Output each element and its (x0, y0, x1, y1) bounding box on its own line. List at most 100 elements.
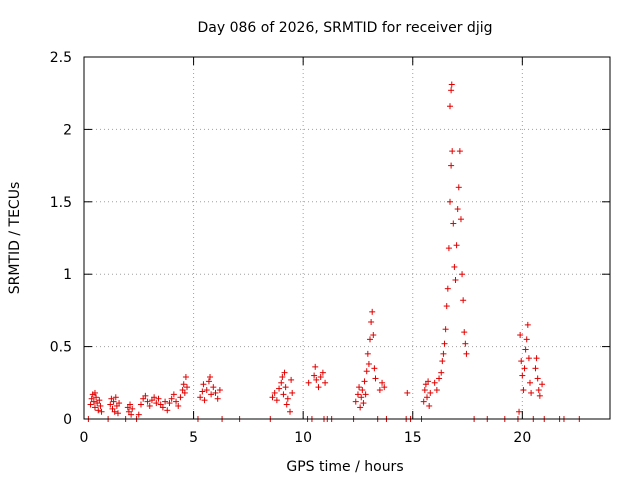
data-point (97, 402, 104, 409)
y-axis-label: SRMTID / TECUs (7, 182, 23, 295)
data-point (459, 271, 466, 278)
data-point (153, 400, 160, 407)
data-point (201, 397, 208, 404)
data-point (305, 379, 312, 386)
data-point (111, 408, 118, 415)
data-point (116, 400, 123, 407)
data-point (177, 394, 184, 401)
y-tick-label: 0 (63, 412, 72, 428)
data-point (448, 81, 455, 88)
data-point (208, 391, 215, 398)
data-point (361, 378, 368, 385)
data-point (449, 148, 456, 155)
data-point (359, 387, 366, 394)
data-point (533, 355, 540, 362)
data-point (443, 303, 450, 310)
data-point (358, 394, 365, 401)
data-point (151, 394, 158, 401)
data-point (527, 379, 534, 386)
data-point (455, 184, 462, 191)
data-point (535, 387, 542, 394)
data-point (442, 326, 449, 333)
data-point (368, 318, 375, 325)
data-point (536, 392, 543, 399)
data-point (517, 332, 524, 339)
data-point (354, 391, 361, 398)
data-point (381, 384, 388, 391)
data-point (137, 401, 144, 408)
data-point (427, 389, 434, 396)
data-point (162, 398, 169, 405)
y-tick-label: 2 (63, 122, 72, 138)
data-point (197, 394, 204, 401)
data-point (525, 355, 532, 362)
data-point (98, 408, 105, 415)
data-point (288, 376, 295, 383)
data-point (539, 381, 546, 388)
data-point (376, 387, 383, 394)
data-point (518, 358, 525, 365)
data-point (362, 391, 369, 398)
data-point (315, 384, 322, 391)
data-point (356, 384, 363, 391)
data-point (457, 216, 464, 223)
data-point (95, 407, 102, 414)
data-point (448, 162, 455, 169)
data-point (438, 369, 445, 376)
x-tick-label: 15 (404, 430, 422, 446)
data-point (175, 402, 182, 409)
data-point (91, 404, 98, 411)
data-point (279, 374, 286, 381)
data-point (431, 379, 438, 386)
chart-title: Day 086 of 2026, SRMTID for receiver dji… (198, 20, 493, 36)
data-point (365, 360, 372, 367)
data-point (451, 263, 458, 270)
data-point (357, 404, 364, 411)
data-point (110, 398, 117, 405)
data-point (322, 379, 329, 386)
data-point (180, 381, 187, 388)
data-point (364, 350, 371, 357)
data-point (164, 407, 171, 414)
data-point (216, 387, 223, 394)
data-point (135, 411, 142, 418)
y-tick-label: 2.5 (50, 50, 72, 66)
data-point (519, 372, 526, 379)
data-point (363, 368, 370, 375)
data-point (534, 375, 541, 382)
data-point (454, 206, 461, 213)
data-point (87, 401, 94, 408)
x-tick-label: 20 (513, 430, 531, 446)
data-point (521, 365, 528, 372)
data-point (212, 389, 219, 396)
y-tick-label: 1 (63, 267, 72, 283)
x-axis-label: GPS time / hours (286, 459, 403, 475)
data-point (112, 394, 119, 401)
data-point (128, 411, 135, 418)
data-point (433, 387, 440, 394)
data-point (210, 384, 217, 391)
data-point (460, 297, 467, 304)
data-point (522, 346, 529, 353)
data-point (447, 198, 454, 205)
data-point (444, 285, 451, 292)
data-point (283, 401, 290, 408)
data-point (287, 408, 294, 415)
data-point (523, 336, 530, 343)
data-point (114, 410, 121, 417)
data-point (289, 389, 296, 396)
data-point (462, 340, 469, 347)
data-point (520, 387, 527, 394)
data-point (281, 369, 288, 376)
data-point (207, 374, 214, 381)
y-tick-label: 0.5 (50, 340, 72, 356)
data-point (317, 374, 324, 381)
data-point (276, 385, 283, 392)
data-point (379, 379, 386, 386)
data-point (205, 378, 212, 385)
data-point (127, 401, 134, 408)
data-point (273, 397, 280, 404)
data-point (461, 329, 468, 336)
data-point (280, 391, 287, 398)
